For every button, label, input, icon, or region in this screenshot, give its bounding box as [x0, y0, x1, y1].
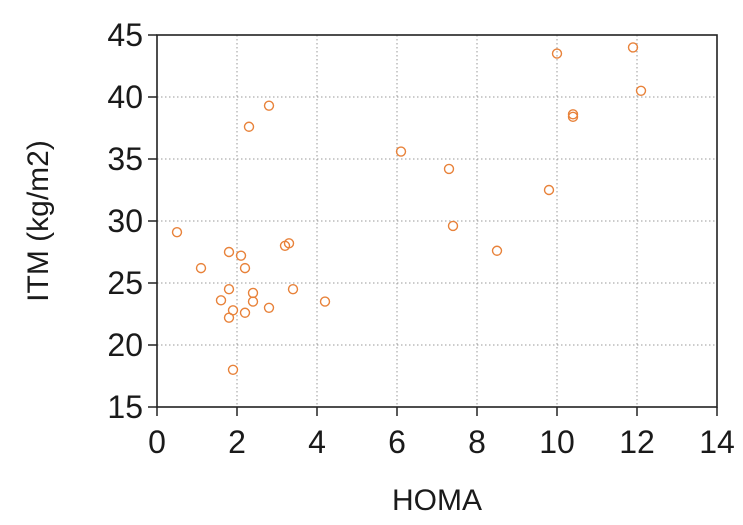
data-point [247, 296, 259, 307]
x-tick-label: 8 [468, 424, 486, 460]
data-point [287, 284, 299, 295]
y-tick-label: 25 [107, 265, 143, 301]
data-point [263, 302, 275, 313]
y-tick-label: 30 [107, 203, 143, 239]
y-tick-label: 20 [107, 327, 143, 363]
y-tick-label: 45 [107, 17, 143, 53]
x-tick-label: 4 [308, 424, 326, 460]
y-tick-label: 35 [107, 141, 143, 177]
axis-ticks: 0 2 4 6 8 10 12 14 15 20 25 30 35 40 45 [107, 17, 734, 460]
data-point [283, 238, 295, 249]
data-point [551, 48, 563, 59]
data-point [223, 284, 235, 295]
data-point [635, 85, 647, 97]
data-point [223, 246, 235, 258]
data-point [491, 245, 503, 256]
data-point [319, 296, 331, 307]
y-tick-label: 40 [107, 79, 143, 115]
grid-lines [157, 35, 717, 407]
data-point [227, 364, 239, 375]
x-tick-label: 14 [699, 424, 735, 460]
y-tick-label: 15 [107, 389, 143, 425]
x-axis-label: HOMA [392, 484, 482, 517]
data-point [443, 163, 455, 175]
x-tick-label: 10 [539, 424, 575, 460]
data-point [215, 295, 227, 306]
x-tick-label: 6 [388, 424, 406, 460]
x-tick-label: 12 [619, 424, 655, 460]
data-point [239, 262, 251, 274]
data-point [171, 226, 183, 238]
data-point [195, 262, 207, 274]
data-point [263, 100, 275, 111]
data-point [627, 42, 639, 53]
data-point [235, 250, 247, 261]
y-axis-label: ITM (kg/m2) [22, 140, 55, 302]
data-point [239, 307, 251, 318]
x-tick-label: 2 [228, 424, 246, 460]
data-point [543, 184, 555, 196]
data-point [447, 220, 459, 232]
data-point [243, 121, 255, 132]
x-tick-label: 0 [148, 424, 166, 460]
data-point [227, 305, 239, 316]
data-point [567, 111, 579, 123]
data-point [395, 146, 407, 157]
data-points [171, 42, 647, 375]
data-point [247, 287, 259, 299]
